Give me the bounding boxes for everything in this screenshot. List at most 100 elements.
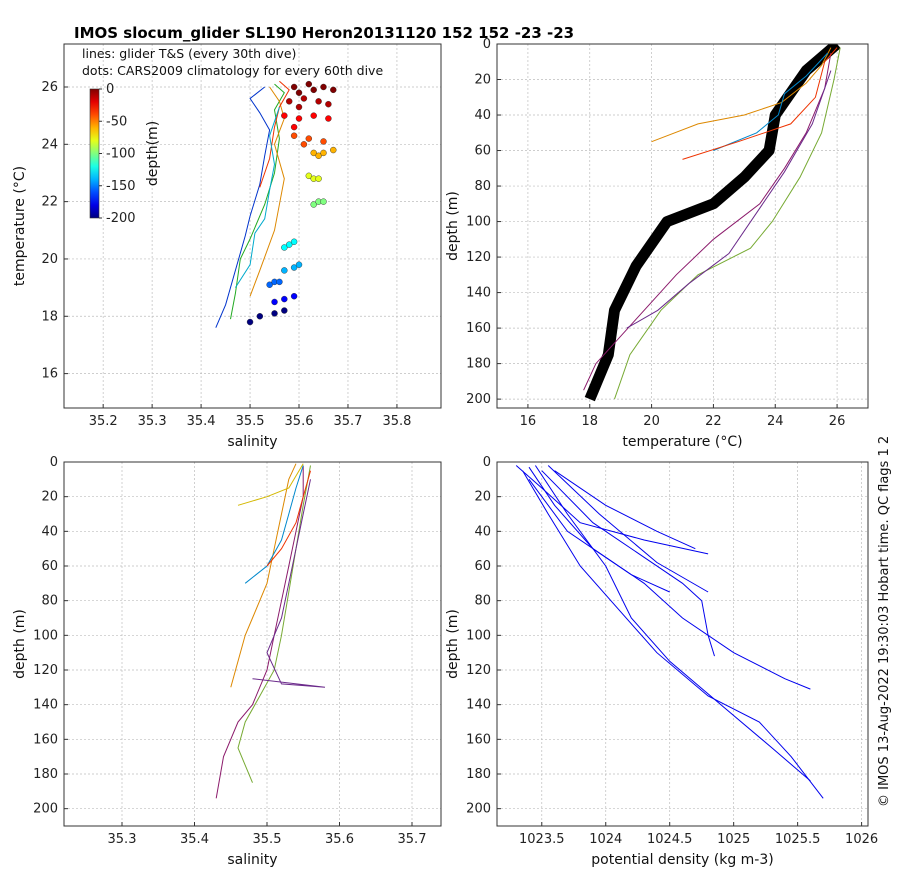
climatology-dot [305, 80, 313, 88]
climatology-dot [256, 313, 264, 320]
x-tick-label: 35.8 [382, 414, 411, 429]
climatology-dot [315, 175, 322, 182]
y-tick-label: 0 [50, 455, 58, 470]
copyright-note: © IMOS 13-Aug-2022 19:30:03 Hobart time.… [877, 436, 892, 807]
x-tick-label: 35.7 [398, 832, 427, 847]
climatology-dot [330, 146, 337, 154]
series-line-1 [583, 52, 832, 391]
y-tick-label: 120 [466, 663, 491, 678]
colorbar [89, 88, 100, 219]
y-tick-label: 140 [33, 698, 58, 713]
colorbar-tick-label: -150 [106, 179, 136, 194]
y-tick-label: 200 [33, 802, 58, 817]
x-tick-label: 16 [520, 414, 537, 429]
climatology-dot [290, 238, 298, 245]
series-line-6 [528, 479, 670, 593]
y-tick-label: 160 [466, 732, 491, 747]
panel-temperature-depth: 16 18 20 22 24 26 0 20 40 60 80 100 120 140 160 180 200 t… [445, 37, 869, 450]
climatology-dot [295, 115, 303, 122]
x-axis-label: salinity [227, 434, 277, 450]
climatology-dot [295, 89, 303, 96]
climatology-dot [315, 98, 322, 105]
series-line-1 [215, 465, 304, 799]
y-tick-label: 100 [33, 628, 58, 643]
colorbar-tick-label: 0 [106, 82, 114, 97]
y-tick-label: 80 [474, 594, 491, 609]
climatology-dot [281, 267, 288, 274]
x-tick-label: 1025 [717, 832, 750, 847]
axes-frame [63, 461, 442, 827]
x-tick-label: 22 [705, 414, 722, 429]
colorbar-label: depth(m) [145, 121, 161, 186]
y-tick-label: 24 [41, 137, 58, 152]
climatology-dot [300, 95, 308, 102]
y-tick-label: 18 [41, 309, 58, 324]
climatology-dot [281, 244, 288, 251]
climatology-dot [290, 264, 298, 271]
x-tick-label: 35.5 [253, 832, 282, 847]
climatology-dot [266, 281, 273, 288]
climatology-dot [305, 135, 313, 142]
panel-temperature-salinity: 35.2 35.3 35.4 35.5 35.6 35.7 35.8 16 18 20 22 24 26… [12, 43, 442, 450]
climatology-dot [281, 112, 288, 119]
series-line-1 [515, 465, 709, 555]
series-line-2 [614, 47, 841, 400]
series-line-5 [234, 106, 280, 288]
climatology-dot [286, 98, 293, 105]
series-line-6 [626, 70, 832, 329]
climatology-dot [271, 298, 278, 306]
y-tick-label: 40 [474, 524, 491, 539]
climatology-dot [290, 123, 298, 131]
series-line-2 [237, 465, 311, 783]
y-tick-label: 20 [474, 490, 491, 505]
climatology-dot [290, 132, 298, 139]
y-tick-label: 40 [41, 524, 58, 539]
climatology-dot [320, 198, 327, 205]
x-tick-label: 1026 [845, 832, 878, 847]
climatology-line [584, 44, 841, 402]
series-line-4 [259, 80, 290, 188]
climatology-dot [330, 86, 337, 94]
x-tick-label: 1025.5 [775, 832, 821, 847]
x-tick-label: 20 [643, 414, 660, 429]
series-line-5 [266, 470, 311, 567]
figure-title: IMOS slocum_glider SL190 Heron20131120 1… [74, 24, 574, 42]
climatology-dot [315, 152, 322, 159]
colorbar-tick-label: -100 [106, 147, 136, 162]
annotation-text: lines: glider T&S (every 30th dive) [82, 46, 296, 61]
climatology-dot [271, 310, 278, 317]
y-tick-label: 100 [466, 215, 491, 230]
x-tick-label: 35.2 [89, 414, 118, 429]
axes-frame [496, 461, 869, 827]
x-tick-label: 35.6 [325, 832, 354, 847]
y-tick-label: 180 [466, 357, 491, 372]
climatology-dot [281, 307, 288, 314]
climatology-dot [310, 201, 317, 208]
climatology-dot [305, 172, 313, 180]
y-tick-label: 60 [41, 559, 58, 574]
panel-salinity-depth: 35.3 35.4 35.5 35.6 35.7 0 20 40 60 80 100 120 140 16… [12, 455, 442, 868]
y-tick-label: 180 [33, 767, 58, 782]
climatology-dot [300, 141, 308, 148]
panel-density-depth: 1023.5 1024 1024.5 1025 1025.5 1026 0 20 40 60 80 1… [445, 455, 878, 868]
series-line-4 [713, 52, 829, 151]
y-axis-label: depth (m) [12, 609, 28, 679]
y-tick-label: 100 [466, 628, 491, 643]
series-line-3 [230, 463, 297, 688]
x-tick-label: 1023.5 [519, 832, 565, 847]
y-tick-label: 0 [483, 455, 491, 470]
y-tick-label: 80 [41, 594, 58, 609]
y-tick-label: 40 [474, 108, 491, 123]
y-tick-label: 60 [474, 559, 491, 574]
x-axis-label: potential density (kg m-3) [591, 852, 773, 868]
y-tick-label: 180 [466, 767, 491, 782]
series-line-3 [522, 470, 824, 799]
x-tick-label: 35.4 [180, 832, 209, 847]
series-line-2 [528, 466, 811, 690]
climatology-dot [281, 295, 288, 303]
axes-frame [496, 43, 869, 409]
x-tick-label: 35.4 [187, 414, 216, 429]
plot-area [215, 80, 337, 328]
plot-area [215, 463, 326, 799]
